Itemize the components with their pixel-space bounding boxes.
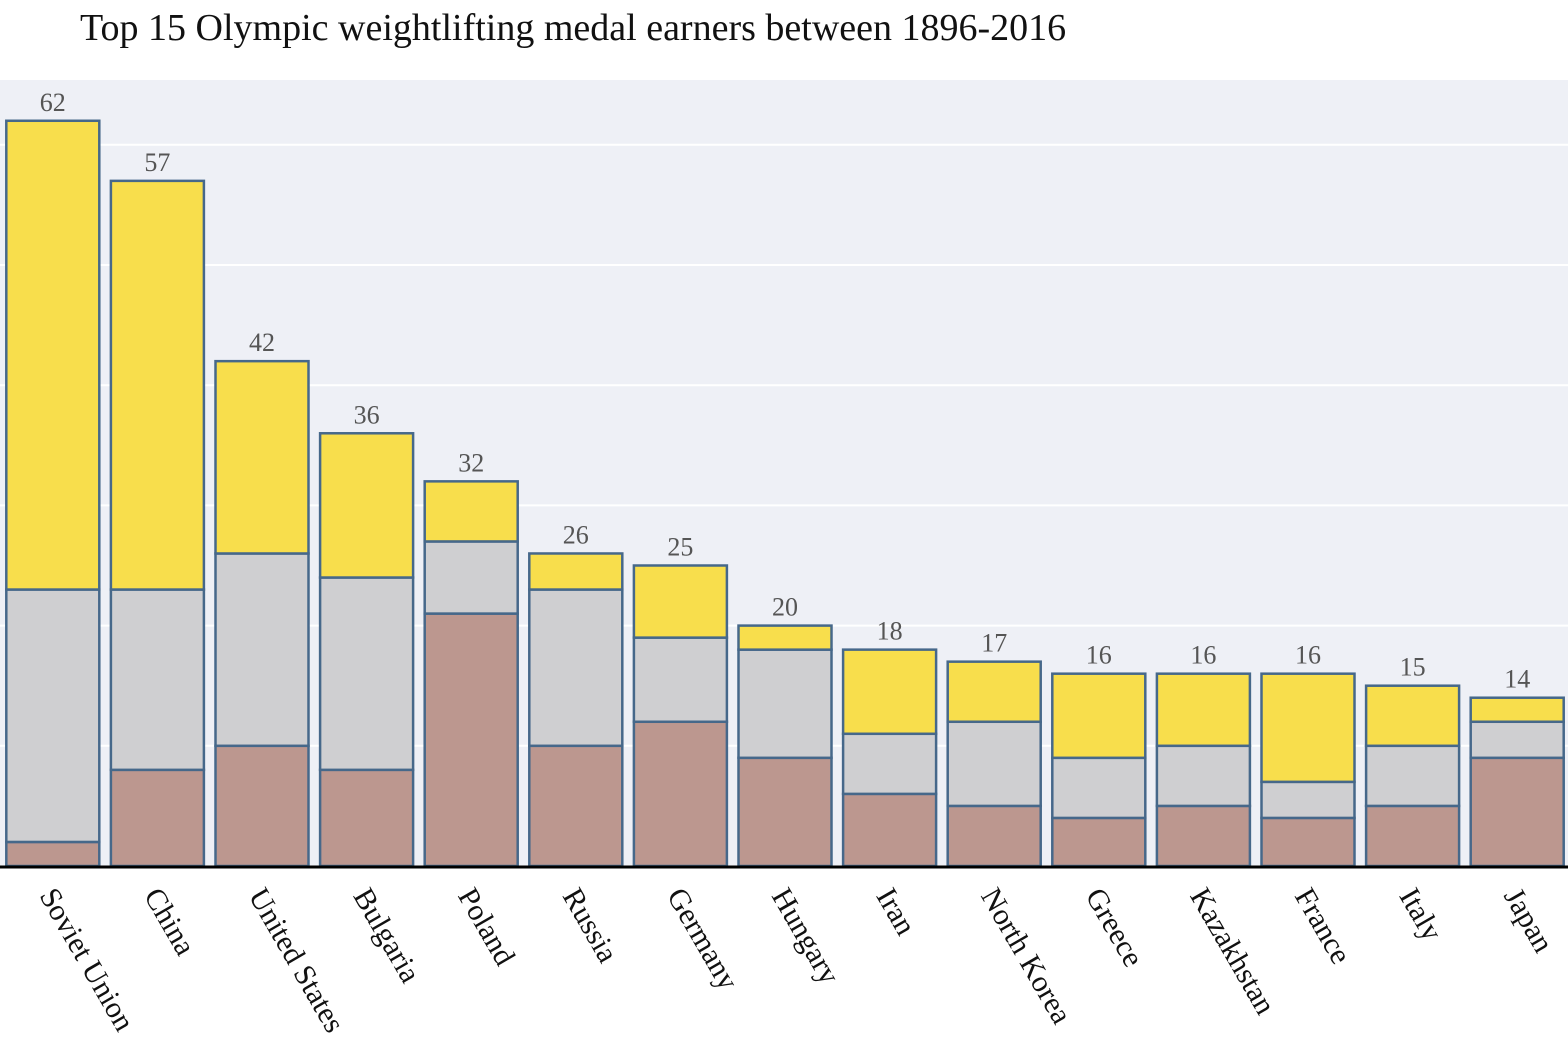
bar-segment-silver <box>1155 744 1252 808</box>
bar-segment-silver <box>318 576 415 772</box>
x-tick-label: North Korea <box>974 882 1078 1029</box>
bar-segment-bronze <box>5 840 101 868</box>
bar-total-label: 62 <box>40 88 66 117</box>
x-tick-label: United States <box>242 882 351 1038</box>
bar-segment-gold <box>737 624 833 651</box>
bar-total-label: 26 <box>563 520 589 549</box>
bar-segment-gold <box>841 648 938 736</box>
bar-segment-bronze <box>1155 804 1252 868</box>
x-tick-label: China <box>137 882 201 961</box>
bar-segment-bronze <box>737 756 833 868</box>
bar-segment-bronze <box>632 720 729 868</box>
bar-segment-silver <box>946 720 1042 808</box>
x-tick-label: Greece <box>1079 882 1150 972</box>
bar-total-label: 42 <box>249 328 275 357</box>
bar-segment-silver <box>423 540 519 615</box>
bar-segment-silver <box>1051 756 1147 820</box>
bar-segment-gold <box>1364 684 1461 748</box>
bar-segment-bronze <box>946 804 1042 868</box>
x-tick-label: Russia <box>556 882 625 968</box>
bar-segment-gold <box>528 552 624 591</box>
bar-total-label: 16 <box>1190 641 1216 670</box>
bar-segment-gold <box>1260 672 1356 784</box>
x-tick-label: France <box>1288 882 1357 969</box>
bar-segment-bronze <box>1469 756 1565 868</box>
x-tick-label: Kazakhstan <box>1183 882 1282 1020</box>
bar-segment-gold <box>1469 696 1565 724</box>
bar-segment-gold <box>946 660 1042 724</box>
bar-segment-bronze <box>214 744 310 868</box>
bar-segment-gold <box>109 179 206 591</box>
bar-segment-bronze <box>318 768 415 868</box>
bar-segment-gold <box>214 359 310 555</box>
bar-total-label: 16 <box>1295 641 1321 670</box>
x-tick-label: Soviet Union <box>33 882 141 1036</box>
bar-segment-bronze <box>1364 804 1461 868</box>
bar-total-label: 17 <box>981 629 1007 658</box>
bar-segment-silver <box>528 588 624 748</box>
bar-total-label: 16 <box>1086 641 1112 670</box>
bar-total-label: 15 <box>1400 653 1426 682</box>
bar-segment-bronze <box>109 768 206 868</box>
x-tick-label: Poland <box>451 882 521 971</box>
bar-total-label: 25 <box>667 533 693 562</box>
bar-segment-bronze <box>423 612 519 868</box>
chart-title: Top 15 Olympic weightlifting medal earne… <box>80 7 1067 49</box>
bar-segment-gold <box>318 432 415 579</box>
bar-segment-bronze <box>528 744 624 868</box>
bar-segment-silver <box>1260 780 1356 820</box>
x-tick-label: Bulgaria <box>347 882 427 988</box>
x-tick-label: Japan <box>1497 882 1560 958</box>
bar-segment-silver <box>109 588 206 772</box>
bar-segment-gold <box>1051 672 1147 760</box>
bar-total-label: 14 <box>1504 665 1530 694</box>
bar-segment-gold <box>5 119 101 591</box>
x-tick-label: Germany <box>660 882 744 995</box>
bar-segment-silver <box>5 588 101 844</box>
bar-segment-silver <box>1469 720 1565 760</box>
bar-segment-gold <box>632 564 729 639</box>
x-tick-label: Italy <box>1393 882 1449 946</box>
bar-segment-gold <box>423 480 519 543</box>
bar-segment-gold <box>1155 672 1252 748</box>
bar-segment-bronze <box>841 792 938 868</box>
bar-total-label: 32 <box>458 448 484 477</box>
bar-segment-silver <box>214 552 310 748</box>
bar-total-label: 36 <box>354 400 380 429</box>
x-tick-label: Hungary <box>765 882 846 989</box>
bar-segment-silver <box>841 732 938 796</box>
x-tick-label: Iran <box>870 882 923 940</box>
bar-segment-bronze <box>1260 816 1356 868</box>
bar-total-label: 18 <box>877 617 903 646</box>
bar-segment-silver <box>737 648 833 760</box>
bar-total-label: 57 <box>144 148 170 177</box>
bar-segment-silver <box>1364 744 1461 808</box>
bar-segment-bronze <box>1051 816 1147 868</box>
bar-segment-silver <box>632 636 729 724</box>
bar-total-label: 20 <box>772 593 798 622</box>
